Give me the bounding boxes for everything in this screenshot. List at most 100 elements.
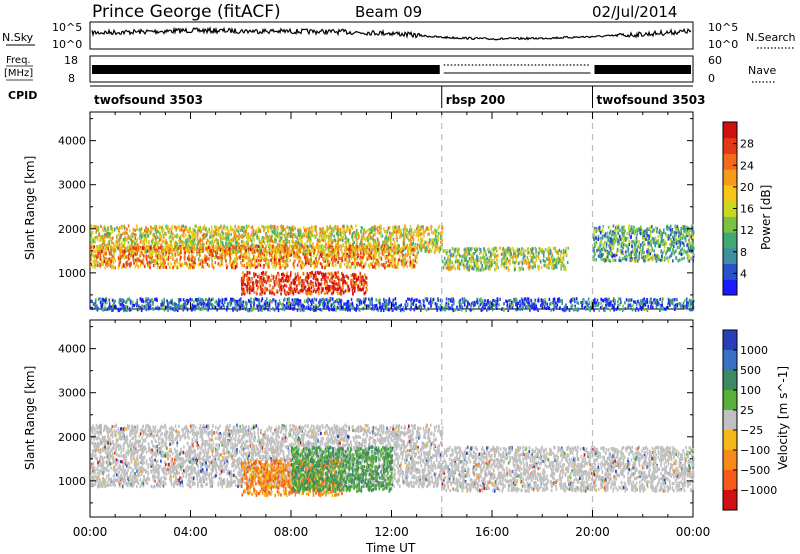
echo-cell (296, 278, 298, 282)
echo-cell (473, 258, 476, 262)
echo-cell (354, 235, 356, 239)
echo-cell (189, 257, 191, 261)
echo-cell (461, 259, 463, 263)
freq-tick-high: 18 (64, 54, 78, 67)
echo-cell (465, 258, 467, 262)
echo-cell (329, 237, 331, 241)
echo-cell (286, 248, 289, 252)
echo-cell (601, 230, 604, 234)
echo-cell (440, 235, 442, 239)
echo-cell (329, 279, 331, 283)
echo-cell (136, 244, 139, 248)
echo-cell (330, 233, 332, 237)
echo-cell (496, 258, 498, 262)
echo-cell (442, 266, 445, 270)
echo-cell (417, 235, 420, 239)
echo-cell (357, 236, 360, 240)
echo-cell (243, 226, 245, 230)
echo-cell (203, 258, 205, 263)
echo-cell (105, 247, 108, 251)
echo-cell (378, 225, 381, 229)
echo-cell (351, 273, 354, 277)
echo-cell (143, 238, 145, 242)
echo-cell (181, 224, 183, 228)
echo-cell (310, 264, 312, 268)
echo-cell (198, 239, 200, 243)
echo-cell (534, 261, 536, 265)
echo-cell (123, 264, 125, 268)
echo-cell (333, 234, 335, 238)
echo-cell (267, 264, 270, 268)
echo-cell (328, 253, 331, 258)
echo-cell (321, 262, 323, 267)
echo-cell (382, 240, 384, 244)
echo-cell (434, 231, 436, 235)
echo-cell (613, 237, 615, 241)
echo-cell (436, 241, 439, 245)
echo-cell (398, 244, 400, 248)
echo-cell (241, 225, 244, 229)
echo-cell (253, 290, 255, 294)
echo-cell (193, 264, 196, 268)
echo-cell (90, 258, 92, 262)
echo-cell (334, 271, 337, 275)
echo-cell (166, 246, 168, 250)
echo-cell (286, 290, 289, 294)
echo-cell (328, 287, 330, 292)
echo-cell (309, 234, 312, 238)
echo-cell (672, 248, 674, 252)
echo-cell (406, 254, 409, 258)
echo-cell (328, 237, 330, 241)
echo-cell (247, 259, 250, 263)
echo-cell (411, 263, 413, 267)
echo-cell (203, 255, 206, 259)
echo-cell (304, 258, 307, 262)
echo-cell (500, 252, 503, 256)
echo-cell (441, 230, 444, 234)
echo-cell (339, 227, 342, 231)
echo-cell (360, 251, 362, 255)
echo-cell (424, 240, 427, 244)
echo-cell (537, 254, 539, 259)
echo-cell (145, 246, 148, 251)
echo-cell (414, 248, 417, 252)
echo-cell (418, 229, 420, 234)
echo-cell (381, 252, 384, 256)
echo-cell (454, 247, 457, 251)
echo-cell (271, 233, 274, 237)
echo-cell (352, 238, 354, 242)
echo-cell (121, 241, 123, 245)
echo-cell (269, 243, 271, 247)
echo-cell (282, 258, 284, 262)
echo-cell (255, 291, 257, 295)
echo-cell (539, 260, 542, 264)
cpid-label: CPID (8, 89, 37, 102)
echo-cell (282, 240, 284, 244)
echo-cell (621, 226, 623, 230)
echo-cell (416, 252, 418, 256)
echo-cell (279, 247, 282, 251)
echo-cell (157, 230, 160, 234)
echo-cell (646, 254, 648, 258)
echo-cell (243, 244, 245, 248)
echo-cell (234, 241, 237, 245)
echo-cell (331, 241, 334, 245)
echo-cell (680, 252, 682, 256)
echo-cell (247, 271, 249, 275)
echo-cell (230, 248, 233, 252)
echo-cell (675, 238, 677, 242)
echo-cell (345, 238, 348, 243)
echo-cell (432, 243, 435, 247)
echo-cell (233, 264, 235, 269)
echo-cell (449, 253, 452, 257)
echo-cell (682, 242, 685, 246)
echo-cell (340, 278, 342, 282)
frequency-panel: Freq. [MHz] 18 8 60 0 Nave (4, 54, 776, 85)
echo-cell (356, 249, 359, 253)
echo-cell (563, 250, 566, 254)
echo-cell (399, 234, 401, 238)
echo-cell (345, 228, 348, 232)
echo-cell (121, 226, 123, 230)
echo-cell (330, 235, 332, 239)
echo-cell (225, 263, 228, 267)
